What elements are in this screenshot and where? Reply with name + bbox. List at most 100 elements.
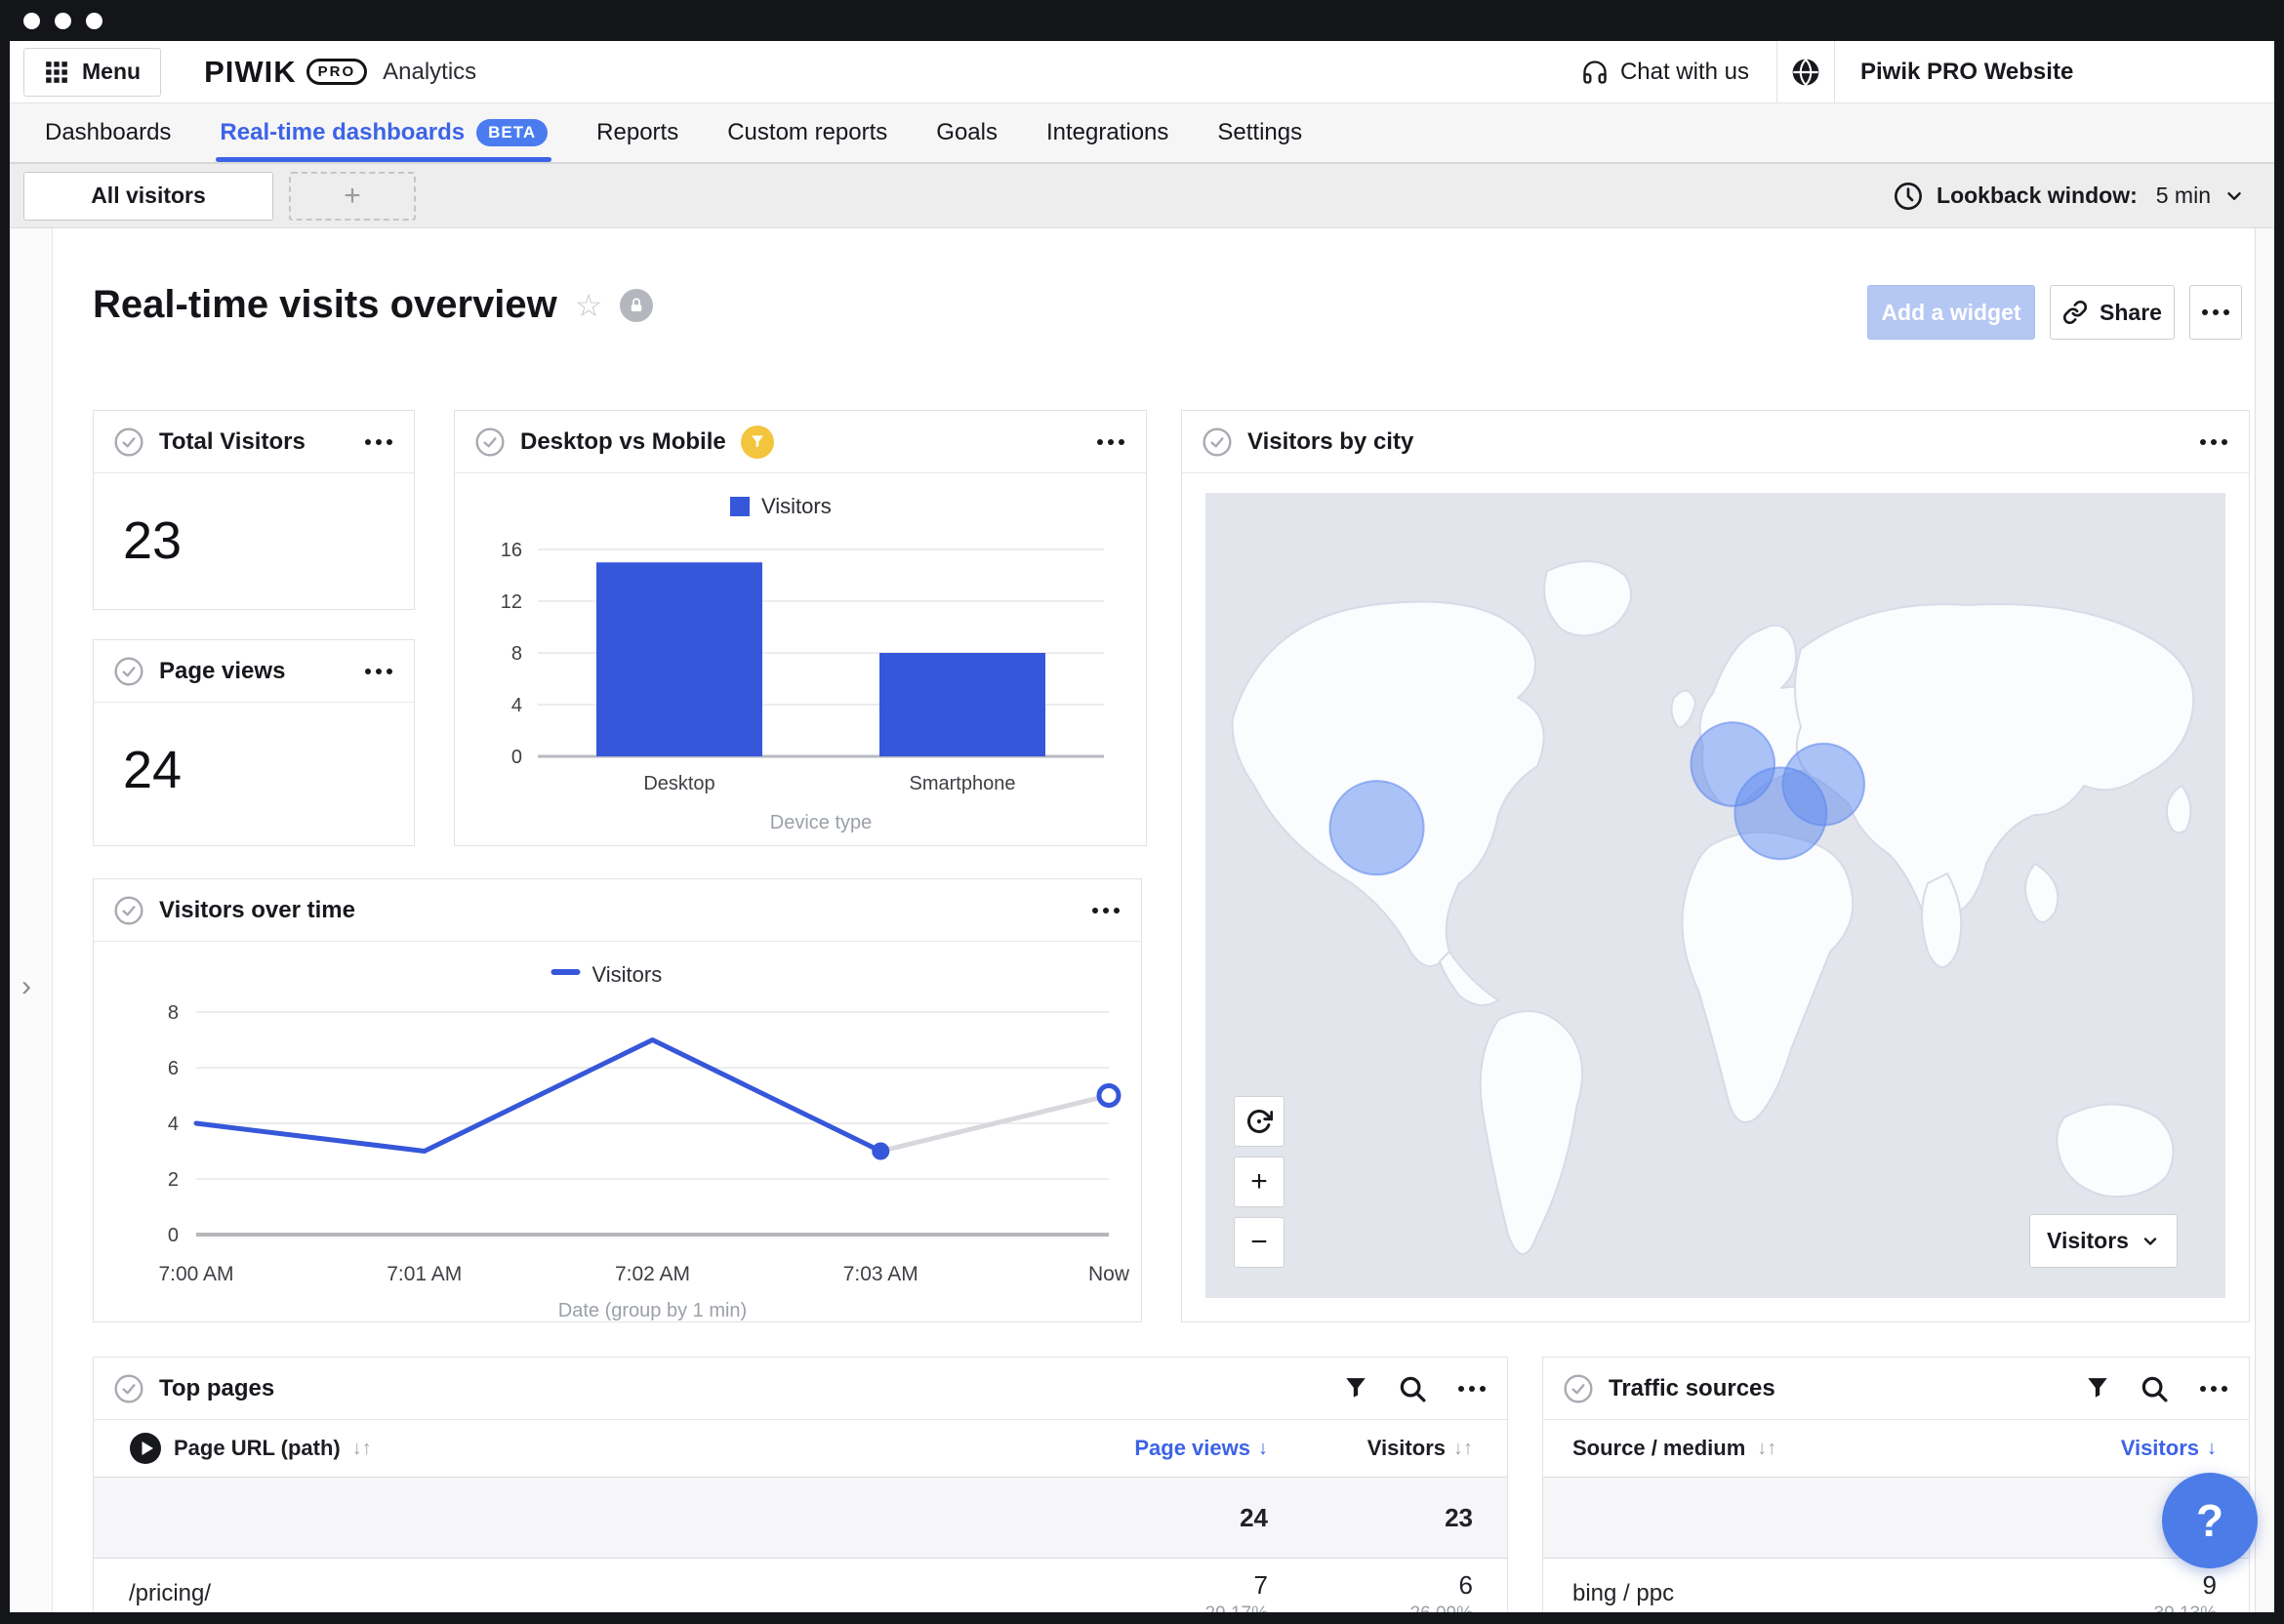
widget-menu-button[interactable] xyxy=(1456,1380,1488,1398)
widget-menu-button[interactable] xyxy=(2198,1380,2229,1398)
widget-top-pages: Top pages Page URL (path) ↓↑ Page views ↓ Vi… xyxy=(93,1357,1508,1612)
lookback-window-control[interactable]: Lookback window: 5 min xyxy=(1893,181,2245,212)
segment-filter-badge-icon[interactable] xyxy=(740,425,774,459)
metric-cell: 939.13% xyxy=(2154,1570,2217,1612)
check-circle-icon xyxy=(1202,426,1233,458)
widget-menu-button[interactable] xyxy=(363,663,394,680)
segment-tab-all-visitors[interactable]: All visitors xyxy=(23,171,273,221)
widget-desktop-vs-mobile: Desktop vs Mobile Visitors 0 4 8 12 16 Desktop… xyxy=(454,410,1147,846)
window-control-dot[interactable] xyxy=(55,12,71,29)
widget-total-visitors: Total Visitors 23 xyxy=(93,410,415,610)
world-map: + − Visitors xyxy=(1182,473,2249,1321)
page-views-value: 24 xyxy=(123,741,183,799)
widget-traffic-sources: Traffic sources Source / medium ↓↑ Visitor… xyxy=(1542,1357,2250,1612)
top-pages-table: Page URL (path) ↓↑ Page views ↓ Visitors ↓↑ 24… xyxy=(94,1420,1507,1612)
share-button[interactable]: Share xyxy=(2050,285,2175,340)
window-titlebar xyxy=(0,0,2284,41)
totals-row: 24 23 xyxy=(94,1477,1507,1559)
widget-menu-button[interactable] xyxy=(2198,433,2229,451)
svg-text:Date (group by 1 min): Date (group by 1 min) xyxy=(558,1300,747,1321)
tab-label: Custom reports xyxy=(727,119,888,145)
tab-label: Goals xyxy=(936,119,998,145)
map-reset-button[interactable] xyxy=(1234,1096,1285,1147)
help-button[interactable]: ? xyxy=(2162,1473,2258,1568)
svg-text:4: 4 xyxy=(168,1114,179,1135)
svg-text:12: 12 xyxy=(501,591,522,613)
tab-reports[interactable]: Reports xyxy=(596,103,678,162)
app-window: Menu PIWIK PRO Analytics Chat with us xyxy=(10,41,2274,1612)
map-zoom-in-button[interactable]: + xyxy=(1234,1157,1285,1207)
expand-sidebar-chevron[interactable]: › xyxy=(21,970,31,1002)
menu-button[interactable]: Menu xyxy=(23,47,162,97)
filter-funnel-icon[interactable] xyxy=(2085,1376,2110,1401)
add-widget-button[interactable]: Add a widget xyxy=(1867,285,2035,340)
tab-integrations[interactable]: Integrations xyxy=(1046,103,1168,162)
filter-funnel-icon[interactable] xyxy=(1343,1376,1368,1401)
search-icon[interactable] xyxy=(1398,1374,1427,1403)
favorite-star-icon[interactable]: ☆ xyxy=(574,287,603,323)
dashboard-content: › Real-time visits overview ☆ Add a widg… xyxy=(10,228,2274,1612)
play-circle-icon[interactable] xyxy=(129,1432,162,1465)
ellipsis-icon xyxy=(2200,304,2231,321)
sort-icon: ↓↑ xyxy=(351,1437,372,1459)
window-control-dot[interactable] xyxy=(23,12,40,29)
svg-text:Now: Now xyxy=(1088,1263,1130,1285)
widget-menu-button[interactable] xyxy=(1090,902,1122,919)
column-header-page-views[interactable]: Page views ↓ xyxy=(1053,1436,1268,1461)
svg-text:6: 6 xyxy=(168,1058,179,1079)
widget-visitors-over-time: Visitors over time Visitors 0 2 4 6 8 7:00 AM 7… xyxy=(93,878,1142,1322)
window-control-dot[interactable] xyxy=(86,12,102,29)
dashboard-main: Real-time visits overview ☆ Add a widget xyxy=(53,228,2255,1612)
tab-settings[interactable]: Settings xyxy=(1217,103,1302,162)
tab-dashboards[interactable]: Dashboards xyxy=(45,103,171,162)
tab-real-time-dashboards[interactable]: Real-time dashboards BETA xyxy=(216,103,551,162)
product-name: Analytics xyxy=(383,58,477,85)
tab-label: Reports xyxy=(596,119,679,145)
chat-label: Chat with us xyxy=(1619,58,1749,85)
dashboard-more-button[interactable] xyxy=(2189,285,2242,340)
website-selector[interactable]: Piwik PRO Website xyxy=(1835,41,2274,102)
chevron-down-icon xyxy=(2227,191,2241,200)
column-header-page-url-path[interactable]: Page URL (path) ↓↑ xyxy=(129,1432,1053,1465)
website-name: Piwik PRO Website xyxy=(1860,58,2074,85)
column-header-source-medium[interactable]: Source / medium ↓↑ xyxy=(1572,1436,2021,1461)
add-segment-button[interactable]: + xyxy=(289,171,416,221)
svg-text:8: 8 xyxy=(511,643,522,665)
website-globe-button[interactable] xyxy=(1776,41,1835,102)
main-nav-tabs: Dashboards Real-time dashboards BETA Report… xyxy=(10,103,2274,164)
widget-page-views: Page views 24 xyxy=(93,639,415,846)
share-label: Share xyxy=(2100,299,2162,325)
clock-icon xyxy=(1895,182,1923,210)
svg-text:4: 4 xyxy=(511,695,522,716)
traffic-sources-table: Source / medium ↓↑ Visitors ↓ 23 bing / ppc 93… xyxy=(1543,1420,2249,1612)
reset-view-icon xyxy=(1247,1110,1273,1134)
bar-chart-device-type: Visitors 0 4 8 12 16 Desktop Smartphone Device t… xyxy=(455,473,1146,846)
lock-badge-icon xyxy=(620,288,654,322)
header-right: Chat with us Piwik PRO Website xyxy=(1554,41,2274,102)
map-zoom-out-button[interactable]: − xyxy=(1234,1217,1285,1268)
column-header-visitors[interactable]: Visitors ↓↑ xyxy=(1268,1436,1473,1461)
chat-with-us-button[interactable]: Chat with us xyxy=(1554,41,1776,102)
column-header-visitors[interactable]: Visitors ↓ xyxy=(2021,1436,2217,1461)
check-circle-icon xyxy=(113,1373,144,1404)
map-bubble-southern-europe xyxy=(1733,766,1828,861)
lookback-value: 5 min xyxy=(2155,183,2211,208)
app-header: Menu PIWIK PRO Analytics Chat with us xyxy=(10,41,2274,103)
widget-menu-button[interactable] xyxy=(363,433,394,451)
scrollbar-track[interactable] xyxy=(2255,228,2274,1612)
widget-menu-button[interactable] xyxy=(1095,433,1126,451)
column-label: Page views xyxy=(1134,1436,1250,1460)
table-row[interactable]: /pricing/729.17% 626.09% xyxy=(94,1559,1507,1612)
svg-text:7:03 AM: 7:03 AM xyxy=(843,1263,918,1285)
table-row[interactable]: bing / ppc 939.13% xyxy=(1543,1559,2249,1612)
search-icon[interactable] xyxy=(2140,1374,2169,1403)
sort-icon: ↓↑ xyxy=(1453,1437,1473,1459)
svg-text:7:01 AM: 7:01 AM xyxy=(387,1263,462,1285)
widget-title: Traffic sources xyxy=(1609,1374,1775,1401)
tab-goals[interactable]: Goals xyxy=(936,103,998,162)
pro-badge: PRO xyxy=(306,59,368,85)
widget-title: Total Visitors xyxy=(159,427,306,455)
map-metric-dropdown[interactable]: Visitors xyxy=(2029,1214,2178,1268)
tab-custom-reports[interactable]: Custom reports xyxy=(727,103,887,162)
check-circle-icon xyxy=(113,895,144,926)
